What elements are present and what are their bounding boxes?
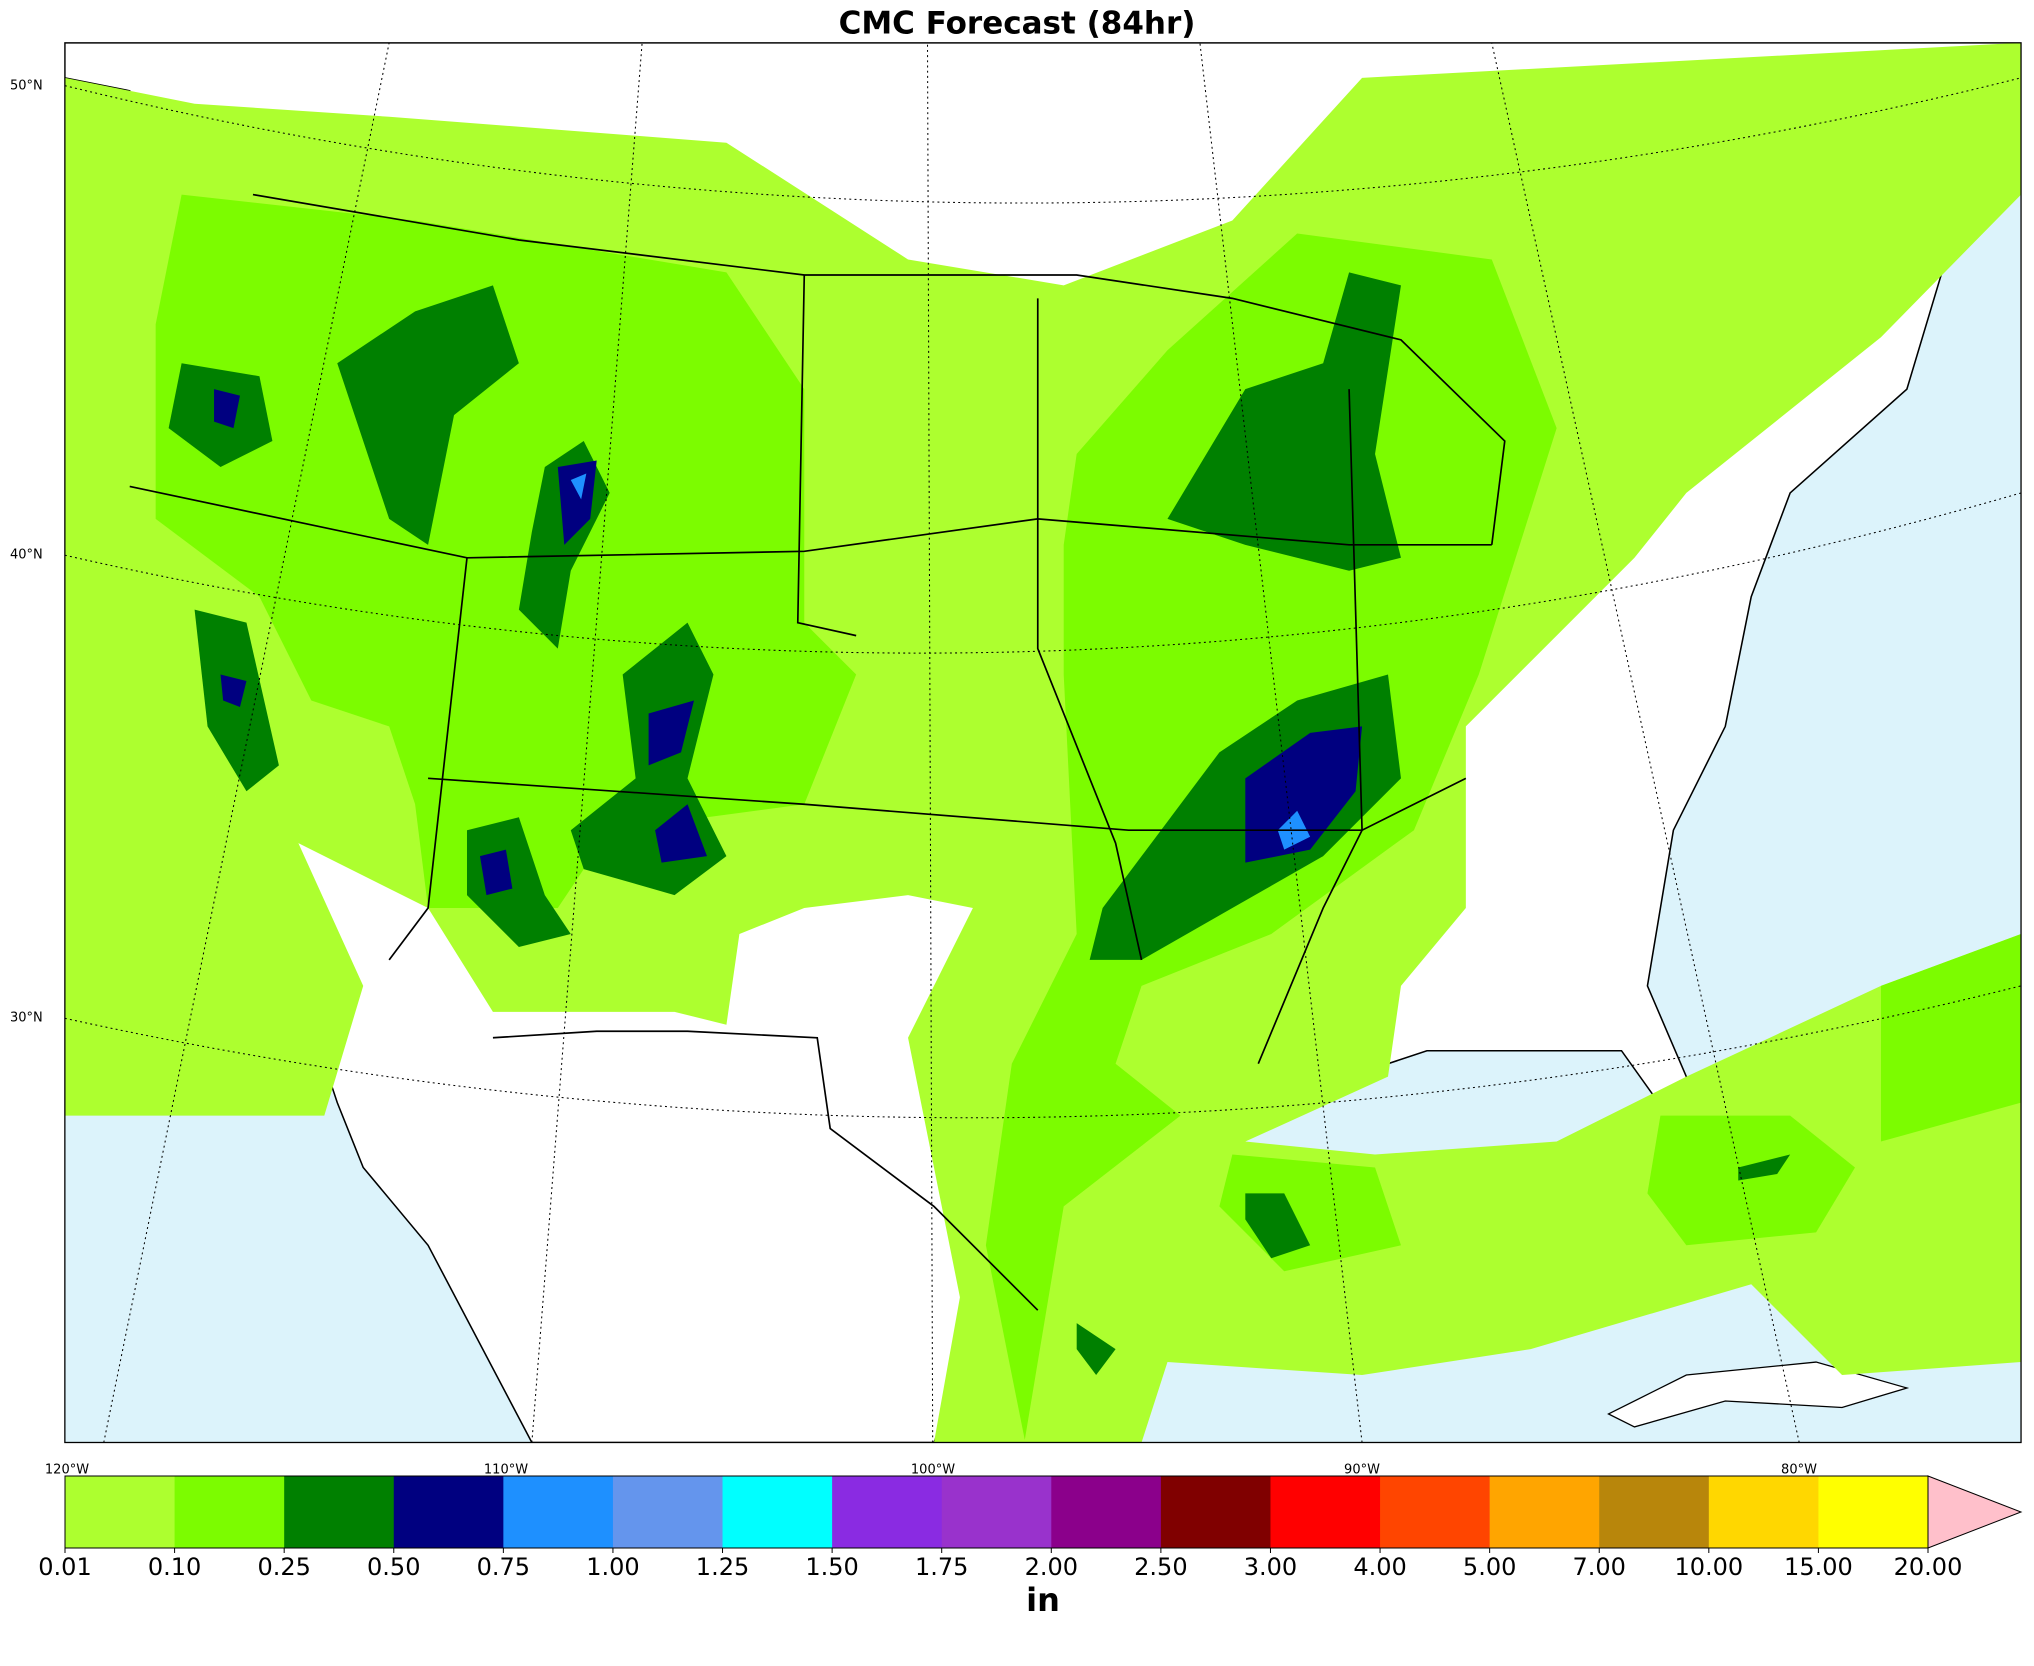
colorbar-segment: [1160, 1476, 1271, 1548]
colorbar-tick-label: 1.50: [805, 1553, 858, 1581]
colorbar-segment: [1708, 1476, 1819, 1548]
colorbar-tick-label: 3.00: [1244, 1553, 1297, 1581]
colorbar-tick-label: 0.25: [257, 1553, 310, 1581]
map-title: CMC Forecast (84hr): [839, 6, 1196, 42]
colorbar-segment: [174, 1476, 285, 1548]
colorbar-segment: [284, 1476, 395, 1548]
colorbar-tick-label: 1.25: [696, 1553, 749, 1581]
colorbar-tick-label: 15.00: [1784, 1553, 1853, 1581]
colorbar-segment: [1051, 1476, 1162, 1548]
colorbar-tick-label: 5.00: [1463, 1553, 1516, 1581]
lon-label: 100°W: [911, 1463, 955, 1478]
colorbar-tick-label: 0.50: [367, 1553, 420, 1581]
colorbar-unit: in: [1026, 1581, 1060, 1619]
colorbar-tick-label: 10.00: [1674, 1553, 1743, 1581]
lon-label: 80°W: [1781, 1463, 1817, 1478]
colorbar-segment: [1489, 1476, 1600, 1548]
colorbar-segment: [1380, 1476, 1491, 1548]
colorbar-segment: [722, 1476, 833, 1548]
colorbar-segment: [65, 1476, 176, 1548]
lon-label: 110°W: [484, 1463, 528, 1478]
lat-label: 50°N: [10, 79, 43, 94]
colorbar-tick-label: 1.75: [915, 1553, 968, 1581]
colorbar-segment: [941, 1476, 1052, 1548]
colorbar-tick-label: 0.75: [477, 1553, 530, 1581]
colorbar-segment: [832, 1476, 943, 1548]
colorbar-extension: [1927, 1475, 2023, 1549]
lon-label: 120°W: [45, 1463, 89, 1478]
colorbar-tick-label: 1.00: [586, 1553, 639, 1581]
colorbar-segment: [1270, 1476, 1381, 1548]
colorbar: 0.01 0.10 0.25 0.50 0.75 1.00 1.25 1.50 1.75 2.00…: [38, 1475, 2023, 1619]
precip-very-heavy: [214, 389, 1363, 896]
map: [64, 42, 2022, 1444]
lon-label: 90°W: [1344, 1463, 1380, 1478]
colorbar-tick-label: 2.50: [1134, 1553, 1187, 1581]
graticule: [64, 42, 2022, 1443]
colorbar-tick-label: 0.10: [148, 1553, 201, 1581]
map-frame: [64, 42, 2022, 1444]
axis-labels: 50°N 40°N 30°N 120°W 110°W 100°W 90°W 80°W: [10, 79, 1817, 1478]
colorbar-segment: [1599, 1476, 1710, 1548]
lat-label: 30°N: [10, 1011, 43, 1026]
colorbar-segment: [503, 1476, 614, 1548]
colorbar-tick-label: 0.01: [38, 1553, 91, 1581]
colorbar-tick-label: 7.00: [1573, 1553, 1626, 1581]
colorbar-tick-label: 2.00: [1025, 1553, 1078, 1581]
state-borders: [129, 193, 1506, 1311]
cuba: [1607, 1361, 1910, 1428]
colorbar-tick-label: 4.00: [1353, 1553, 1406, 1581]
lat-label: 40°N: [10, 548, 43, 563]
colorbar-segment: [1818, 1476, 1929, 1548]
colorbar-tick-label: 20.00: [1894, 1553, 1963, 1581]
colorbar-segment: [393, 1476, 504, 1548]
colorbar-frame: [64, 1475, 1929, 1549]
colorbar-segment: [612, 1476, 724, 1548]
